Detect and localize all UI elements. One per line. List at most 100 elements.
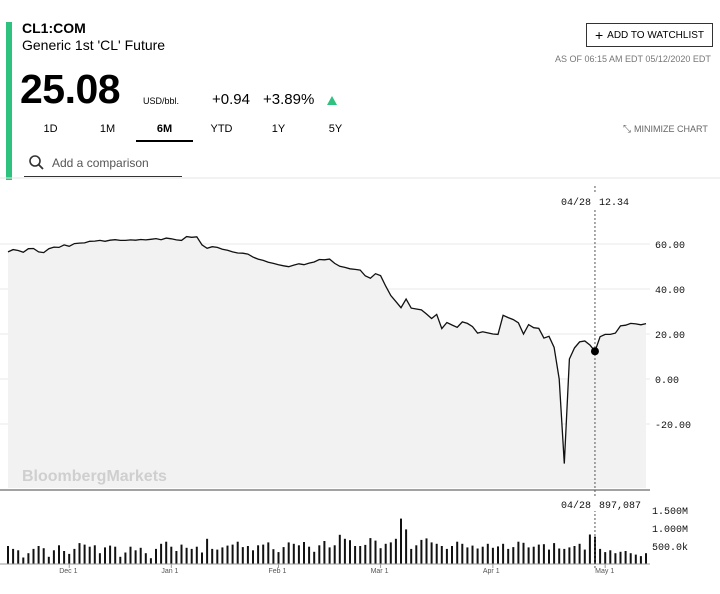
volume-bar [471, 545, 474, 564]
plus-icon: + [594, 27, 604, 43]
accent-bar [6, 22, 12, 270]
volume-bar [451, 546, 453, 564]
volume-bar [578, 543, 581, 564]
volume-bar [599, 548, 602, 564]
volume-bar [491, 547, 494, 564]
price-line [7, 235, 647, 464]
volume-bar [134, 550, 137, 564]
volume-bar [73, 548, 76, 564]
volume-bar [180, 544, 183, 564]
volume-bar [323, 541, 326, 564]
volume-bar [124, 552, 127, 564]
comparison-input[interactable] [52, 155, 182, 170]
crosshair-label-bg [554, 497, 635, 511]
volume-axis-labels: 1.500M 1.000M 500.0k [652, 507, 688, 554]
up-arrow-icon [327, 96, 337, 105]
volume-bar [445, 548, 448, 564]
volume-bar [645, 553, 647, 564]
volume-bar [318, 545, 321, 564]
x-tick-label: Apr 1 [483, 568, 500, 575]
volume-bar [308, 546, 311, 564]
crosshair-label-bg [554, 194, 635, 208]
volume-bar [476, 548, 479, 564]
volume-bar [231, 544, 234, 564]
volume-bar [349, 540, 351, 564]
volume-bar [78, 543, 81, 564]
volume-bar [527, 547, 530, 564]
security-name: Generic 1st 'CL' Future [22, 37, 166, 53]
volume-bar [507, 548, 510, 564]
volume-bar [98, 553, 101, 564]
tab-1d[interactable]: 1D [43, 123, 58, 135]
collapse-arrows-icon: ⤡ [623, 124, 631, 135]
volume-bar [201, 552, 203, 564]
volume-bar [394, 538, 397, 564]
price-area [8, 236, 646, 488]
volume-bar [216, 549, 219, 564]
as-of-timestamp: AS OF 06:15 AM EDT 05/12/2020 EDT [555, 54, 711, 64]
volume-bar [609, 550, 612, 564]
volume-bar [7, 546, 9, 564]
volume-bar [303, 542, 305, 564]
volume-bar [619, 551, 622, 564]
volume-bar [558, 548, 561, 564]
volume-bar [262, 544, 265, 564]
volume-bar [624, 551, 627, 564]
volume-bar [297, 545, 300, 564]
ticker-symbol: CL1:COM [22, 20, 86, 36]
volume-bar [343, 538, 346, 564]
volume-bar [481, 546, 484, 564]
volume-bar [486, 543, 489, 564]
volume-bar [405, 529, 408, 564]
tab-1m[interactable]: 1M [99, 123, 116, 135]
price-change-percent: +3.89% [263, 91, 315, 108]
volume-bar [149, 558, 152, 564]
volume-bar [68, 553, 71, 564]
volume-bar [614, 553, 617, 564]
volume-bar [206, 538, 209, 564]
volume-bar [435, 543, 438, 564]
volume-bar [522, 542, 525, 564]
volume-bar [12, 548, 15, 564]
volume-bar [175, 551, 178, 564]
volume-bar [267, 542, 270, 564]
volume-bar [257, 545, 260, 564]
volume-bar [185, 547, 188, 564]
volume-bar [568, 547, 571, 564]
volume-bar [629, 553, 632, 564]
volume-bar [532, 546, 535, 564]
volume-bar [333, 545, 336, 564]
tab-5y[interactable]: 5Y [328, 123, 343, 135]
tab-1y[interactable]: 1Y [271, 123, 286, 135]
volume-tick-label: 1.500M [652, 507, 688, 518]
volume-bar [292, 543, 295, 564]
volume-bar [246, 546, 249, 564]
volume-bar [634, 554, 637, 564]
volume-bar [415, 545, 418, 564]
volume-tick-label: 500.0k [652, 542, 688, 554]
last-price: 25.08 [20, 66, 121, 112]
volume-bar [236, 541, 239, 564]
volume-bar [37, 546, 40, 564]
volume-bar [277, 552, 280, 564]
tab-ytd[interactable]: YTD [210, 123, 233, 135]
volume-tick-label: 1.000M [652, 525, 688, 536]
volume-bar [573, 546, 576, 564]
volume-bar [604, 552, 607, 564]
minimize-chart-button[interactable]: ⤡ MINIMIZE CHART [623, 124, 708, 135]
crosshair-date-label: 04/28 [561, 197, 591, 209]
volume-bar [359, 546, 362, 564]
add-to-watchlist-button[interactable]: + ADD TO WATCHLIST [586, 23, 713, 47]
volume-bar [139, 547, 142, 564]
volume-bar [252, 550, 254, 564]
tab-6m[interactable]: 6M [136, 120, 193, 142]
volume-bar [160, 543, 163, 564]
volume-bar [400, 518, 402, 564]
volume-bars [7, 518, 647, 564]
volume-bar [211, 548, 214, 564]
price-unit: USD/bbl. [143, 96, 180, 106]
volume-bar [32, 548, 35, 564]
volume-bar [563, 548, 566, 564]
comparison-search [24, 149, 182, 177]
x-tick-label: Feb 1 [269, 568, 287, 575]
